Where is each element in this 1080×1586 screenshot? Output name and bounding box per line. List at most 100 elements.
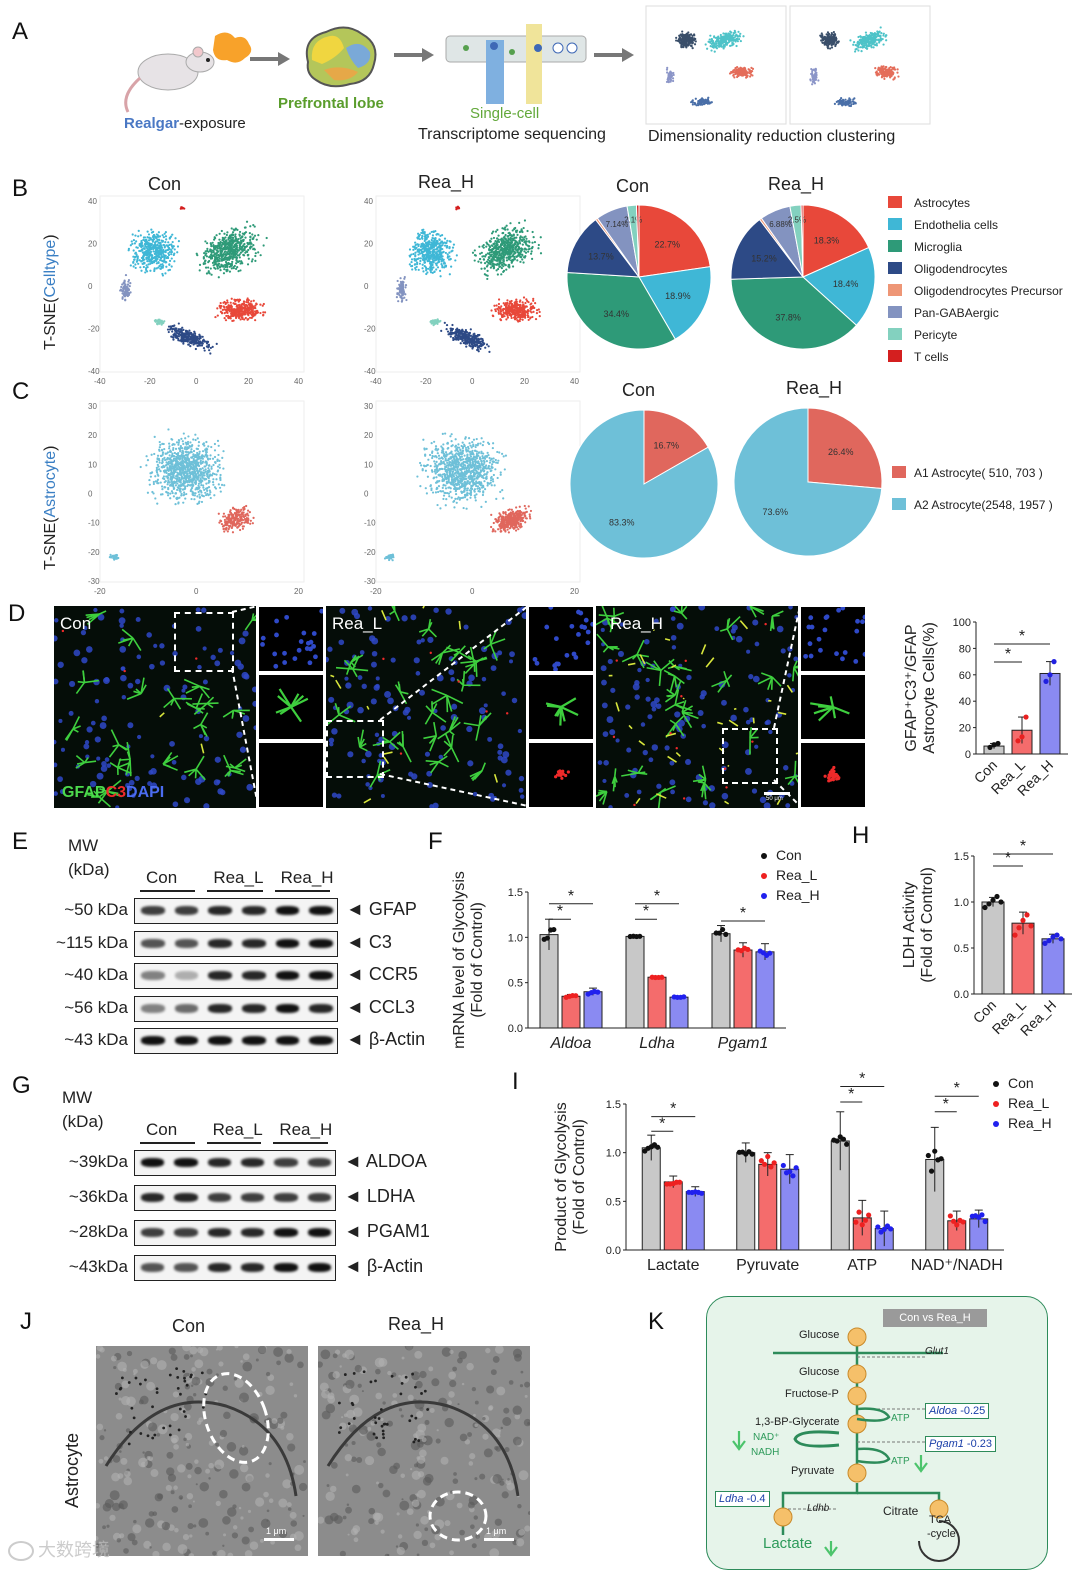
texture [404,1346,414,1351]
astrocyte-process [666,688,676,696]
texture [356,1457,363,1463]
nucleus [370,661,377,668]
texture [265,1371,271,1377]
y-tick-label: 80 [959,643,971,655]
colocalized-signal [664,638,671,641]
nucleus [357,706,364,714]
texture [417,1471,425,1478]
y-tick-label: -10 [364,519,376,528]
y-axis-label-line2: (Fold of Control) [571,1119,588,1235]
nucleus [669,779,676,786]
data-point [1047,672,1053,678]
pie-slice [566,218,641,278]
nucleus [472,791,478,797]
pie-slice-label: 26.4% [828,447,854,457]
granule [352,1417,356,1420]
astrocyte-process [429,761,439,766]
data-point [954,1222,960,1228]
astrocyte-process [441,644,452,654]
astrocyte-process [72,725,81,730]
nucleus [202,679,208,685]
nucleus [308,646,313,652]
astrocyte-process [194,769,197,779]
texture [417,1455,426,1464]
texture [234,1378,244,1388]
astrocyte-process [469,646,476,665]
nucleus [487,736,493,742]
colocalized-signal [655,793,667,799]
panel-label-e: E [12,828,29,855]
colocalized-signal [627,662,636,666]
data-point [655,1144,661,1150]
nucleus [82,625,88,631]
texture [138,1399,144,1405]
group-underline [206,1142,262,1144]
c3-signal [831,775,836,780]
nucleus [307,660,313,666]
nucleus [150,782,158,789]
astrocyte-process [132,637,142,651]
data-point [990,897,996,903]
granule [127,1442,131,1446]
colocalized-signal [705,657,715,668]
plot-area [789,5,931,125]
pgam1-box: Pgam1 -0.23 [925,1436,996,1452]
nucleus [210,654,216,661]
y-tick-label: 1.5 [606,1099,621,1111]
significance-star: * [943,1096,949,1113]
nucleus [413,657,420,664]
nucleus [803,653,809,659]
nucleus [651,706,657,712]
texture [96,1423,104,1431]
astrocyte-process [667,672,675,677]
protein-name-label: ◄ GFAP [346,899,417,919]
scale-bar [764,792,790,795]
nucleus [433,607,439,613]
nucleus [440,725,446,731]
texture [449,1550,454,1556]
texture [150,1357,158,1365]
mw-label: MW [68,836,99,855]
texture [387,1370,392,1376]
astrocyte-process [170,698,175,706]
texture [496,1386,506,1396]
data-point [1023,714,1029,720]
protein-band [242,938,266,948]
legend-swatch [888,218,902,230]
astrocyte-process [334,703,340,716]
astrocyte-process [463,722,480,727]
em-title-rea-h: Rea_H [388,1314,445,1334]
texture [414,1350,423,1359]
nucleus [564,652,570,658]
nucleus [73,649,81,657]
astrocyte-process [72,728,79,733]
nucleus [97,613,105,621]
legend-item: A2 Astrocyte(2548, 1957 ) [892,498,1053,512]
texture [334,1349,341,1355]
mitochondria-highlight [202,1372,270,1464]
x-tick-label: 40 [294,377,303,386]
brain-icon [305,26,377,88]
data-point [573,993,579,999]
texture [318,1361,323,1368]
texture [518,1470,529,1481]
nucleus [131,793,136,798]
nucleus [429,804,434,808]
nucleus [378,753,384,758]
pie-slice [643,409,709,485]
pie-slice [730,276,858,350]
texture [411,1371,421,1381]
astrocyte-process [681,700,687,713]
y-tick-label: 100 [953,617,971,629]
texture [376,1481,379,1485]
granule [372,1432,376,1436]
y-tick-label: -20 [88,325,100,334]
texture [286,1502,292,1508]
nucleus [296,647,302,653]
inset-dapi [528,606,594,672]
texture [247,1509,252,1513]
texture [518,1529,525,1536]
protein-name-label: ◄ β-Actin [344,1256,424,1276]
texture [241,1445,245,1448]
granule [411,1372,414,1376]
